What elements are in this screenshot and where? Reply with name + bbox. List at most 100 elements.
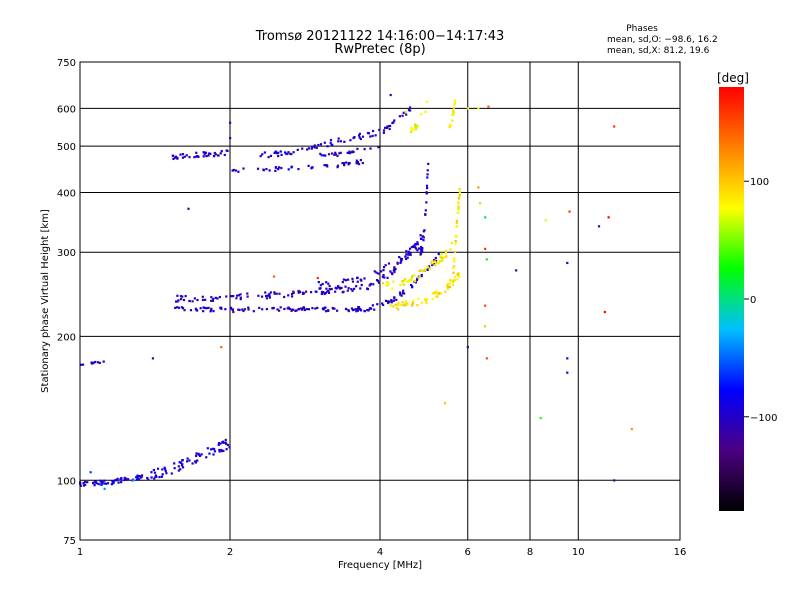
data-point [201,295,204,298]
data-point [186,460,189,463]
data-point [393,270,396,274]
data-point [225,149,228,152]
data-point [369,135,372,138]
data-point [363,148,366,151]
data-point [382,129,386,132]
data-point [419,253,422,256]
data-point [361,161,364,165]
data-point [137,474,141,478]
data-point [458,190,462,194]
data-point [382,266,386,269]
data-point [146,476,149,480]
data-point [381,275,384,278]
data-point [386,125,389,128]
data-point [449,123,452,126]
data-point [217,441,221,445]
data-point [597,225,601,228]
data-points [79,93,633,490]
data-point [417,276,420,279]
data-point [102,360,105,363]
data-point [408,247,412,250]
data-point [401,301,404,304]
grid-lines [80,62,680,540]
data-point [338,152,341,155]
data-point [355,159,358,162]
data-point [106,482,110,485]
data-point [220,307,223,310]
data-point [422,230,425,233]
data-point [194,461,197,464]
data-point [179,153,182,156]
data-point [110,483,113,486]
data-point [208,152,211,155]
data-point [241,308,244,311]
data-point [347,309,350,313]
x-tick-label: 16 [674,547,687,558]
data-point [238,308,241,312]
data-point [223,153,226,157]
data-point [268,296,272,299]
data-point [452,109,455,112]
data-point [103,487,106,490]
data-point [410,275,414,278]
data-point [448,282,451,285]
y-tick-label: 600 [57,104,76,115]
data-point [445,255,448,258]
data-point [313,146,316,149]
data-point [235,297,238,300]
data-point [179,461,183,464]
data-point [407,109,411,112]
data-point [224,441,227,444]
data-point [402,289,405,292]
data-point [188,156,191,159]
x-tick-label: 10 [572,547,585,558]
data-point [386,281,389,284]
data-point [246,292,249,295]
data-point [294,309,297,313]
data-point [176,300,179,303]
data-point [484,247,487,250]
data-point [334,153,337,156]
data-point [331,307,335,310]
data-point [426,265,429,269]
data-point [352,150,355,154]
data-point [412,299,415,303]
data-point [406,256,409,259]
data-point [487,105,490,108]
data-point [177,299,180,302]
data-point [210,296,213,299]
data-point [256,167,260,170]
data-point [484,216,487,219]
data-point [446,287,450,291]
data-point [239,293,242,296]
data-point [334,286,337,289]
data-point [276,308,279,311]
data-point [450,241,454,245]
data-point [426,169,429,172]
data-point [195,309,199,312]
data-point [177,469,180,472]
data-point [80,363,83,366]
data-point [220,150,223,153]
data-point [342,278,345,281]
data-point [387,301,390,305]
data-point [186,457,189,460]
data-point [393,269,396,272]
data-point [358,136,361,139]
data-point [123,478,126,482]
colorbar-tick-label: 100 [750,177,769,188]
data-point [232,310,235,314]
phase-info-o: mean, sd,O: −98.6, 16.2 [607,35,718,45]
data-point [195,454,198,457]
data-point [285,152,288,156]
data-point [320,292,323,296]
data-point [260,295,264,298]
data-point [183,155,186,158]
data-point [381,302,384,305]
data-point [402,292,406,295]
data-point [451,119,454,122]
data-point [181,153,185,156]
data-point [326,145,329,148]
data-point [404,302,407,305]
data-point [566,357,569,360]
